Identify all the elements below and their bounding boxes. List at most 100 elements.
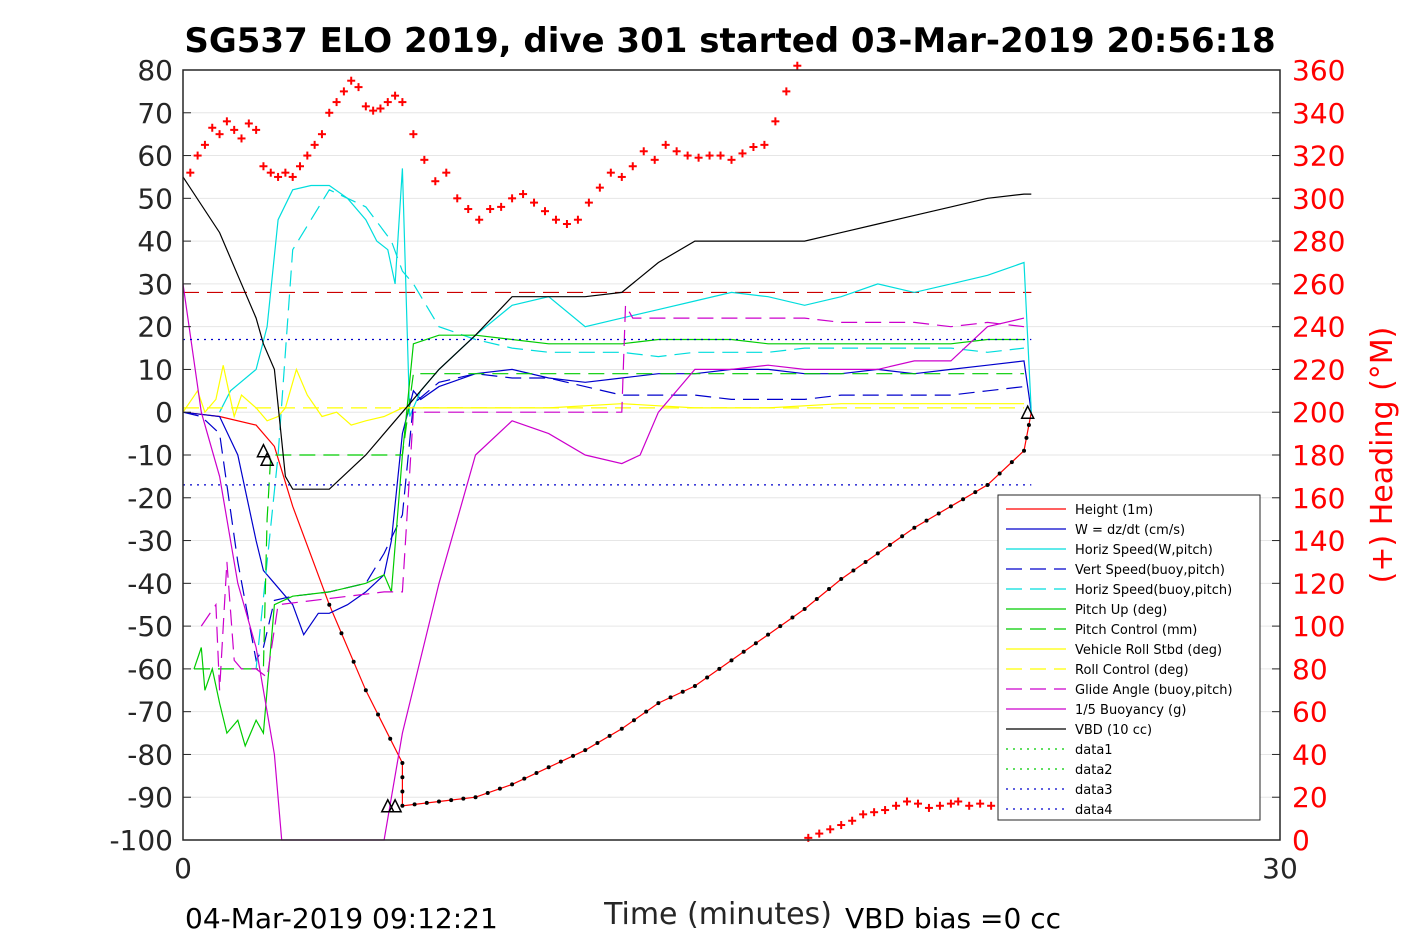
series-line-9 [200,303,1025,691]
tick-label-right: 100 [1292,610,1345,643]
heading-point [771,117,780,126]
tick-label-right: 140 [1292,525,1345,558]
heading-point [339,87,348,96]
depth-sample-dot [400,789,405,794]
heading-point [541,207,550,216]
depth-sample-dot [827,587,832,592]
depth-sample-dot [400,761,405,765]
heading-point [369,106,378,115]
depth-sample-dot [473,795,478,800]
heading-point [870,808,879,817]
depth-sample-dot [327,602,332,607]
heading-point [409,130,418,139]
depth-sample-dot [741,649,746,654]
tick-label-right: 260 [1292,268,1345,301]
depth-sample-dot [839,577,844,582]
triangle-marker [259,451,275,467]
depth-sample-dot [778,624,783,629]
depth-sample-dot [680,689,685,694]
heading-point [391,91,400,100]
series-line-5 [193,334,1024,748]
heading-point [749,143,758,151]
heading-point [954,797,963,806]
heading-point [793,61,802,70]
depth-sample-dot [766,632,771,637]
heading-point [332,98,341,107]
legend-label: data2 [1075,763,1113,778]
depth-sample-dot [351,659,356,664]
heading-point [288,172,297,181]
legend-label: Glide Angle (buoy,pitch) [1075,683,1233,698]
depth-sample-dot [656,701,661,706]
heading-point [628,162,637,171]
depth-sample-dot [936,511,941,516]
heading-point [859,810,868,819]
heading-point [347,76,356,85]
tick-label-right: 280 [1292,225,1345,258]
heading-point [222,117,231,126]
tick-label-left: -40 [127,567,173,600]
tick-label-left: 40 [137,225,173,258]
triangle-marker [387,798,403,813]
depth-sample-dot [790,615,795,620]
tick-label-right: 80 [1292,653,1328,686]
heading-point [244,119,253,128]
series-line-3 [182,373,1025,663]
depth-sample-dot [436,799,441,804]
legend-label: Pitch Up (deg) [1075,603,1167,618]
depth-sample-dot [1022,448,1027,453]
tick-label-left: 10 [137,353,173,386]
depth-sample-dot [1024,435,1029,440]
depth-sample-dot [692,684,697,688]
heading-point [760,140,769,149]
legend-label: Vehicle Roll Stbd (deg) [1075,643,1222,658]
heading-point [266,168,275,177]
triangle-marker [1020,404,1035,419]
tick-label-right: 360 [1292,54,1345,87]
heading-point [497,202,506,211]
depth-sample-dot [363,688,368,693]
depth-sample-dot [485,790,490,795]
heading-point [976,799,985,808]
legend-label: Horiz Speed(W,pitch) [1075,543,1213,558]
heading-point [584,198,593,207]
depth-sample-dot [973,490,978,495]
depth-sample-dot [497,786,502,791]
depth-sample-dot [400,803,405,808]
heading-point [193,151,202,160]
heading-point [237,134,246,143]
legend-label: data4 [1075,803,1113,818]
heading-point [595,183,604,192]
heading-point [361,102,370,111]
triangle-marker [256,443,271,458]
heading-point [727,155,736,164]
heading-point [252,125,261,134]
heading-point [924,803,933,812]
depth-sample-dot [571,753,576,758]
depth-sample-dot [912,525,917,530]
heading-point [848,816,857,825]
depth-sample-dot [705,675,710,680]
legend-label: Height (1m) [1075,503,1153,518]
axis-ticks: 80706050403020100-10-20-30-40-50-60-70-8… [109,54,1345,885]
footer-timestamp: 04-Mar-2019 09:12:21 [185,902,498,935]
depth-sample-dot [424,800,429,805]
legend-label: data3 [1075,783,1113,798]
heading-point [606,168,615,177]
heading-point [661,140,670,149]
depth-sample-dot [985,482,990,487]
depth-sample-dot [619,726,624,731]
heading-point [573,215,582,224]
right-axis-label: (+) Heading (°M) [1365,327,1400,584]
tick-label-right: 0 [1292,824,1310,857]
legend-label: Vert Speed(buoy,pitch) [1075,563,1225,578]
depth-sample-dot [376,712,381,717]
tick-label-right: 60 [1292,696,1328,729]
tick-label-right: 300 [1292,182,1345,215]
depth-sample-dot [522,776,527,781]
triangle-marker [380,798,395,813]
depth-sample-dot [900,534,905,539]
tick-label-left: 0 [155,396,173,429]
depth-sample-dot [546,765,551,770]
heading-point [562,220,571,228]
